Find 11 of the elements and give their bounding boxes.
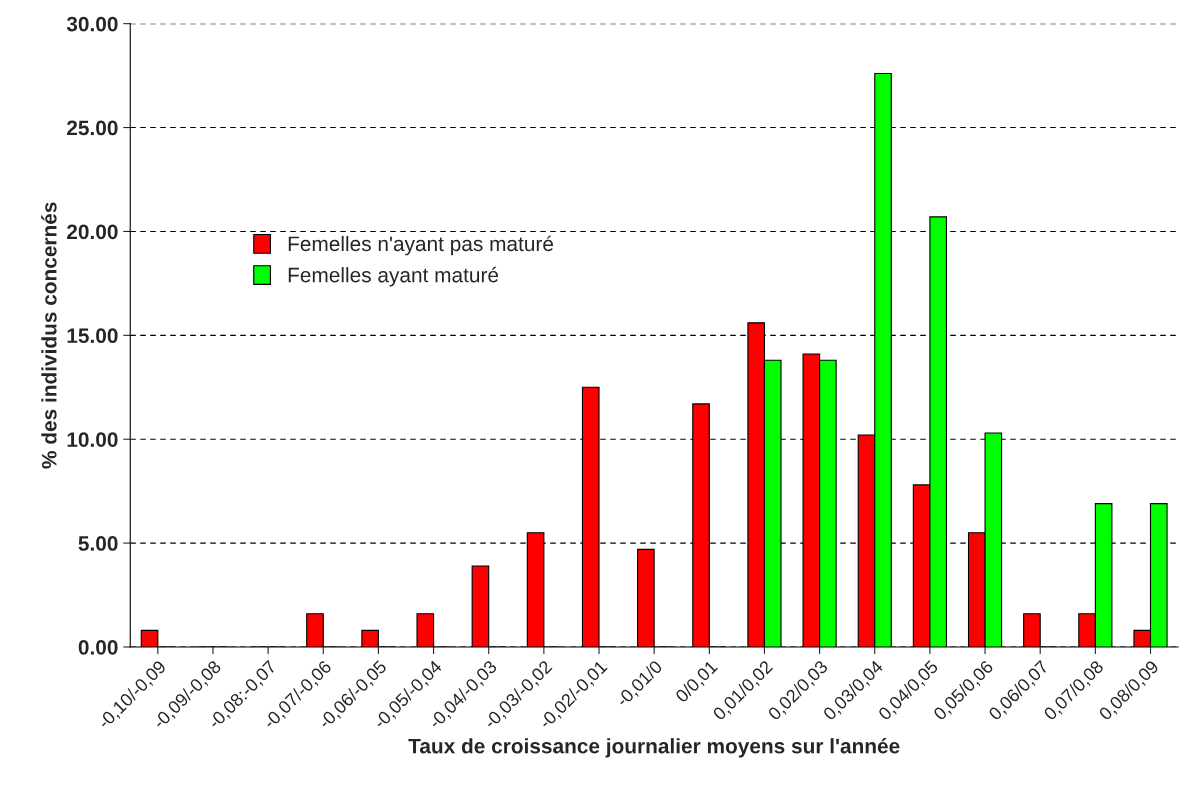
y-tick-label: 30.00 bbox=[66, 16, 118, 32]
y-tick-label: 20.00 bbox=[67, 224, 118, 240]
y-tick-label: 15.00 bbox=[67, 328, 118, 344]
y-tick-label: 0.00 bbox=[78, 639, 118, 655]
y-axis-title: % des individus concernés bbox=[41, 202, 57, 469]
y-tick-label: 10.00 bbox=[67, 432, 118, 447]
legend-label: Femelles ayant maturé bbox=[288, 266, 499, 287]
legend-label: Femelles n'ayant pas maturé bbox=[288, 235, 554, 256]
y-tick-label: 25.00 bbox=[67, 120, 118, 136]
x-axis-title: Taux de croissance journalier moyens sur l'année bbox=[408, 737, 900, 758]
y-tick-label: 5.00 bbox=[78, 536, 118, 551]
